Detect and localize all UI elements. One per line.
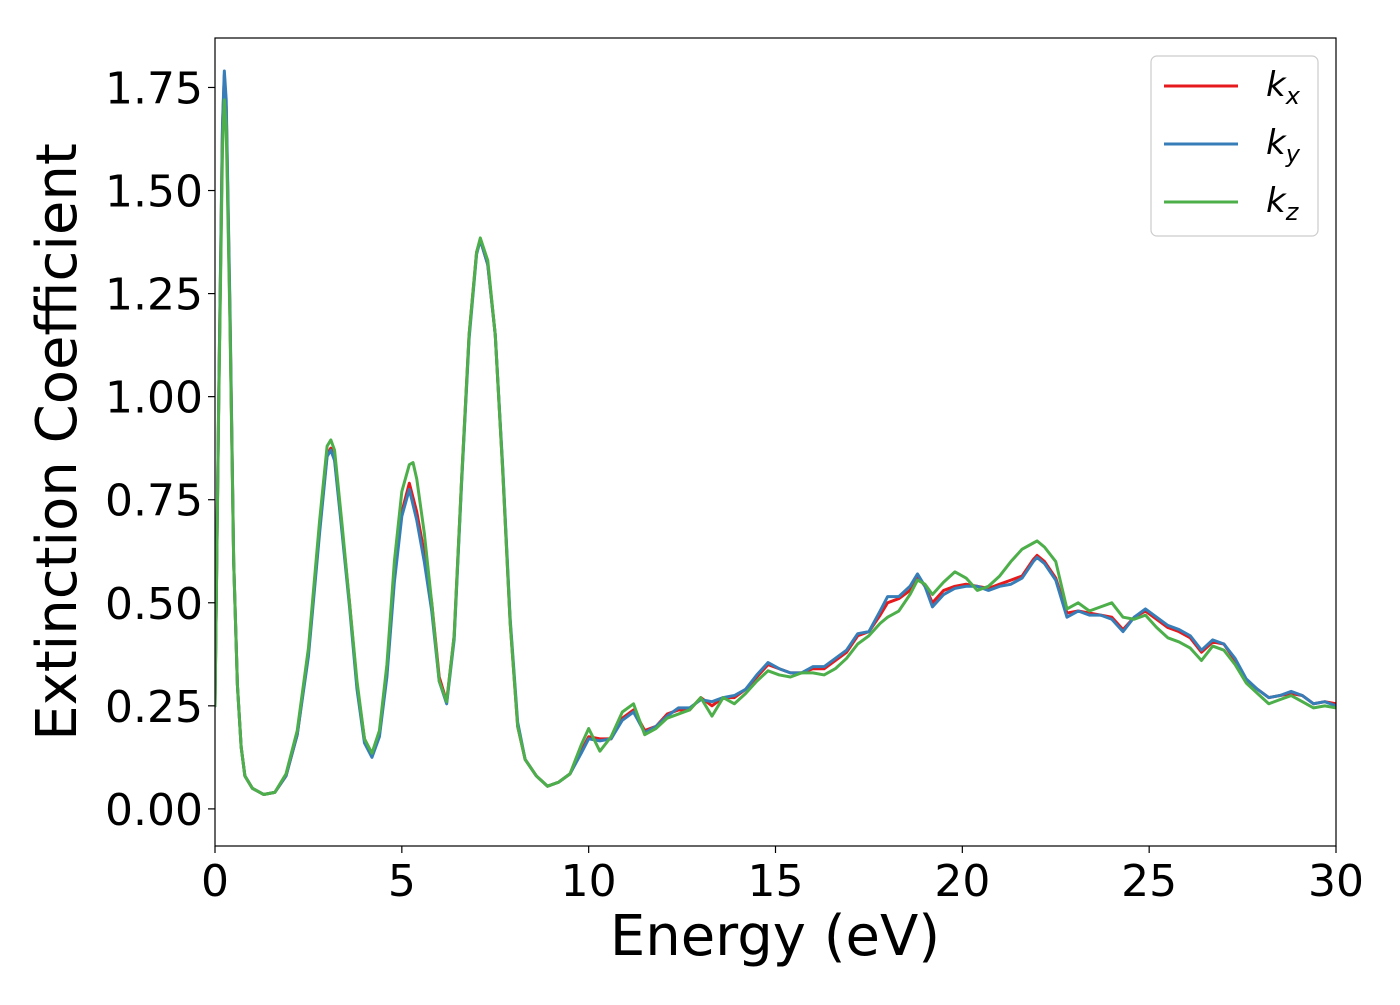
- legend-box: [1150, 55, 1319, 237]
- legend-label-z: kz: [1266, 181, 1300, 226]
- x-tick-label: 0: [201, 856, 229, 907]
- legend-label-y: ky: [1266, 123, 1301, 168]
- y-tick-label: 0.75: [105, 476, 203, 527]
- x-tick-label: 10: [561, 856, 617, 907]
- x-tick-label: 15: [748, 856, 804, 907]
- x-tick-label: 30: [1308, 856, 1364, 907]
- x-tick-label: 20: [934, 856, 990, 907]
- y-axis: 0.00 0.25 0.50 0.75 1.00 1.25 1.50 1.75: [105, 63, 215, 836]
- y-tick-label: 1.25: [105, 270, 203, 321]
- legend-label-x: kx: [1266, 65, 1301, 110]
- legend: kx ky kz: [1150, 55, 1319, 237]
- x-tick-label: 5: [388, 856, 416, 907]
- series-layer: [215, 69, 1336, 796]
- x-tick-label: 25: [1121, 856, 1177, 907]
- y-tick-label: 1.00: [105, 373, 203, 424]
- series-line-z: [215, 98, 1336, 796]
- y-tick-label: 1.50: [105, 167, 203, 218]
- y-tick-label: 0.00: [105, 785, 203, 836]
- x-axis: 0 5 10 15 20 25 30: [201, 846, 1364, 907]
- x-axis-title: Energy (eV): [610, 904, 940, 969]
- y-tick-label: 1.75: [105, 63, 203, 114]
- y-axis-title: Extinction Coefficient: [25, 143, 90, 741]
- y-tick-label: 0.25: [105, 682, 203, 733]
- y-tick-label: 0.50: [105, 579, 203, 630]
